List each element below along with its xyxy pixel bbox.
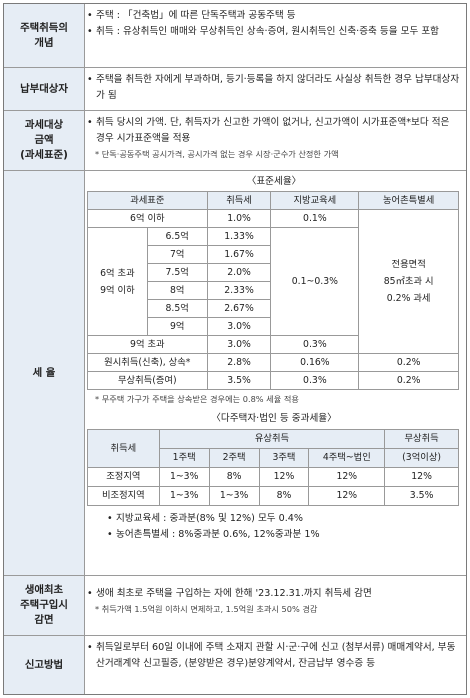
table-row: 6억 이하 1.0% 0.1% 전용면적 85㎡초과 시 0.2% 과세 (87, 209, 459, 354)
cell: 0.2% (358, 353, 459, 372)
cell: 3.0% (206, 335, 272, 354)
cell: 7.5억 (146, 263, 208, 282)
table-row: 비조정지역 1~3% 1~3% 8% 12% 3.5% (87, 486, 459, 506)
table-row: 9억 초과 3.0% 0.3% (87, 335, 459, 354)
table-row: 원시취득(신축), 상속* 2.8% 0.16% 0.2% (87, 353, 459, 372)
cell: 8% (208, 467, 260, 487)
row-taxpayer: 납부대상자 주택을 취득한 자에게 부과하며, 등기·등록을 하지 않더라도 사… (4, 68, 466, 111)
col-header: 취득세 (87, 429, 160, 468)
cell: 2.33% (206, 281, 272, 300)
standard-rate-table: 과세표준 취득세 지방교육세 농어촌특별세 6억 이하 1.0% 0.1% 전용… (87, 191, 459, 390)
cell: 3.0% (206, 317, 272, 336)
bullet: 농어촌특별세 : 8%중과분 0.6%, 12%중과분 1% (107, 527, 461, 543)
cell: 조정지역 (87, 467, 160, 487)
footnote: * 취득가액 1.5억원 이하시 면제하고, 1.5억원 초과시 50% 경감 (95, 604, 318, 614)
col-header: (3억이상) (384, 448, 459, 468)
cell: 1~3% (158, 486, 210, 506)
cell: 12% (384, 467, 459, 487)
cell: 원시취득(신축), 상속* (87, 353, 208, 372)
bullet: 취득 당시의 가액. 단, 취득자가 신고한 가액이 없거나, 신고가액이 시가… (87, 115, 461, 147)
heavy-rate-table: 취득세 유상취득 무상취득 1주택 2주택 3주택 4주택~법인 (3억이상) … (87, 429, 459, 506)
col-header: 1주택 (158, 448, 210, 468)
row-label: 과세대상 금액 (과세표준) (4, 111, 85, 170)
footnote: * 단독·공동주택 공시가격, 공시가격 없는 경우 시장·군수가 산정한 가액 (95, 149, 339, 159)
cell: 1.0% (206, 209, 272, 228)
bullet: 취득일로부터 60일 이내에 주택 소재지 관할 시·군·구에 신고 (첨부서류… (87, 640, 461, 672)
cell: 0.1~0.3% (270, 227, 360, 336)
row-label: 신고방법 (4, 636, 85, 694)
col-header: 2주택 (208, 448, 260, 468)
cell: 2.67% (206, 299, 272, 318)
row-tax-rates: 세 율 〈표준세율〉 과세표준 취득세 지방교육세 농어촌특별세 6억 이하 1… (4, 171, 466, 576)
bullet: 주택 : 「건축법」에 따른 단독주택과 공동주택 등 (87, 8, 461, 24)
cell: 9억 초과 (87, 335, 208, 354)
cell: 6억 초과 9억 이하 (87, 227, 148, 336)
footnote: * 무주택 가구가 주택을 상속받은 경우에는 0.8% 세율 적용 (95, 394, 299, 404)
cell: 8.5억 (146, 299, 208, 318)
row-filing-method: 신고방법 취득일로부터 60일 이내에 주택 소재지 관할 시·군·구에 신고 … (4, 636, 466, 694)
cell: 비조정지역 (87, 486, 160, 506)
bullet: 지방교육세 : 중과분(8% 및 12%) 모두 0.4% (107, 511, 461, 527)
cell: 7억 (146, 245, 208, 264)
bullet: 주택을 취득한 자에게 부과하며, 등기·등록을 하지 않더라도 사실상 취득한… (87, 72, 461, 104)
cell: 무상취득(증여) (87, 371, 208, 390)
cell: 6억 이하 (87, 209, 208, 228)
cell: 12% (308, 467, 386, 487)
row-tax-base: 과세대상 금액 (과세표준) 취득 당시의 가액. 단, 취득자가 신고한 가액… (4, 111, 466, 171)
cell: 1.67% (206, 245, 272, 264)
col-header: 농어촌특별세 (358, 191, 459, 210)
col-header: 지방교육세 (270, 191, 360, 210)
cell: 0.2% (358, 371, 459, 390)
row-first-home-relief: 생애최초 주택구입시 감면 생애 최초로 주택을 구입하는 자에 한해 '23.… (4, 576, 466, 636)
cell: 전용면적 85㎡초과 시 0.2% 과세 (358, 209, 459, 354)
heavy-rate-caption: 〈다주택자·법인 등 중과세율〉 (211, 413, 337, 424)
standard-rate-caption: 〈표준세율〉 (246, 176, 302, 187)
cell: 8억 (146, 281, 208, 300)
acquisition-tax-guide: 주택취득의 개념 주택 : 「건축법」에 따른 단독주택과 공동주택 등 취득 … (3, 3, 467, 695)
row-label: 주택취득의 개념 (4, 4, 85, 67)
table-row: 6억 초과 9억 이하 6.5억 1.33% 0.1~0.3% (87, 227, 459, 336)
cell: 0.3% (270, 371, 360, 390)
table-row: 8억 2.33% (88, 281, 459, 300)
cell: 1~3% (158, 467, 210, 487)
cell: 0.16% (270, 353, 360, 372)
table-row: 무상취득(증여) 3.5% 0.3% 0.2% (87, 371, 459, 390)
table-row: 조정지역 1~3% 8% 12% 12% 12% (87, 467, 459, 487)
bullet: 취득 : 유상취득인 매매와 무상취득인 상속·증여, 원시취득인 신축·증축 … (87, 24, 461, 40)
cell: 8% (258, 486, 310, 506)
table-row: 9억 3.0% (88, 317, 459, 336)
col-header: 유상취득 (158, 429, 386, 449)
cell: 0.3% (270, 335, 360, 354)
cell: 12% (308, 486, 386, 506)
col-header: 4주택~법인 (308, 448, 386, 468)
cell: 2.0% (206, 263, 272, 282)
row-label: 생애최초 주택구입시 감면 (4, 576, 85, 635)
col-header: 취득세 (206, 191, 272, 210)
col-header: 과세표준 (87, 191, 208, 210)
cell: 9억 (146, 317, 208, 336)
cell: 3.5% (384, 486, 459, 506)
col-header: 3주택 (258, 448, 310, 468)
cell: 3.5% (206, 371, 272, 390)
cell: 2.8% (206, 353, 272, 372)
cell: 1.33% (206, 227, 272, 246)
row-label: 세 율 (4, 171, 85, 575)
row-label: 납부대상자 (4, 68, 85, 110)
col-header: 무상취득 (384, 429, 459, 449)
cell: 0.1% (270, 209, 360, 228)
cell: 6.5억 (146, 227, 208, 246)
cell: 1~3% (208, 486, 260, 506)
cell: 12% (258, 467, 310, 487)
row-definition: 주택취득의 개념 주택 : 「건축법」에 따른 단독주택과 공동주택 등 취득 … (4, 4, 466, 68)
bullet: 생애 최초로 주택을 구입하는 자에 한해 '23.12.31.까지 취득세 감… (87, 586, 461, 602)
